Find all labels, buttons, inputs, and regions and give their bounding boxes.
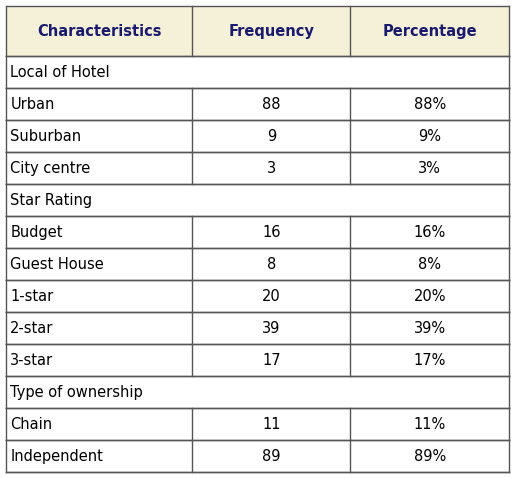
Text: 3%: 3% [418,161,441,176]
Text: 9: 9 [267,129,276,144]
Bar [6,376,509,408]
Text: 89: 89 [262,449,281,464]
Text: Guest House: Guest House [10,257,104,272]
Text: 89%: 89% [414,449,446,464]
Text: Type of ownership: Type of ownership [10,385,143,400]
Text: Budget: Budget [10,225,63,240]
Text: City centre: City centre [10,161,91,176]
Text: Chain: Chain [10,417,53,432]
Text: Local of Hotel: Local of Hotel [10,65,110,80]
Text: 9%: 9% [418,129,441,144]
Text: 39%: 39% [414,321,445,336]
Text: Independent: Independent [10,449,103,464]
Bar [6,440,509,472]
Text: Suburban: Suburban [10,129,81,144]
Bar [6,281,509,312]
Text: 39: 39 [262,321,281,336]
Text: 2-star: 2-star [10,321,54,336]
Text: 1-star: 1-star [10,289,54,304]
Bar [6,217,509,249]
Bar [6,312,509,344]
Text: 3: 3 [267,161,276,176]
Text: 20%: 20% [414,289,446,304]
Text: 17%: 17% [414,353,446,368]
Text: 17: 17 [262,353,281,368]
Text: Percentage: Percentage [382,23,477,39]
Bar [6,185,509,217]
Text: 8: 8 [267,257,276,272]
Text: 88: 88 [262,97,281,112]
Bar [6,56,509,88]
Bar [6,249,509,281]
Text: 16: 16 [262,225,281,240]
Text: 20: 20 [262,289,281,304]
Text: 3-star: 3-star [10,353,54,368]
Bar [6,408,509,440]
Text: Characteristics: Characteristics [37,23,161,39]
Bar [6,88,509,120]
Bar [6,6,509,56]
Text: Frequency: Frequency [228,23,314,39]
Bar [6,152,509,185]
Text: Star Rating: Star Rating [10,193,92,208]
Text: 16%: 16% [414,225,446,240]
Text: 11%: 11% [414,417,446,432]
Text: 8%: 8% [418,257,441,272]
Text: Urban: Urban [10,97,55,112]
Text: 88%: 88% [414,97,446,112]
Bar [6,120,509,152]
Text: 11: 11 [262,417,281,432]
Bar [6,344,509,376]
